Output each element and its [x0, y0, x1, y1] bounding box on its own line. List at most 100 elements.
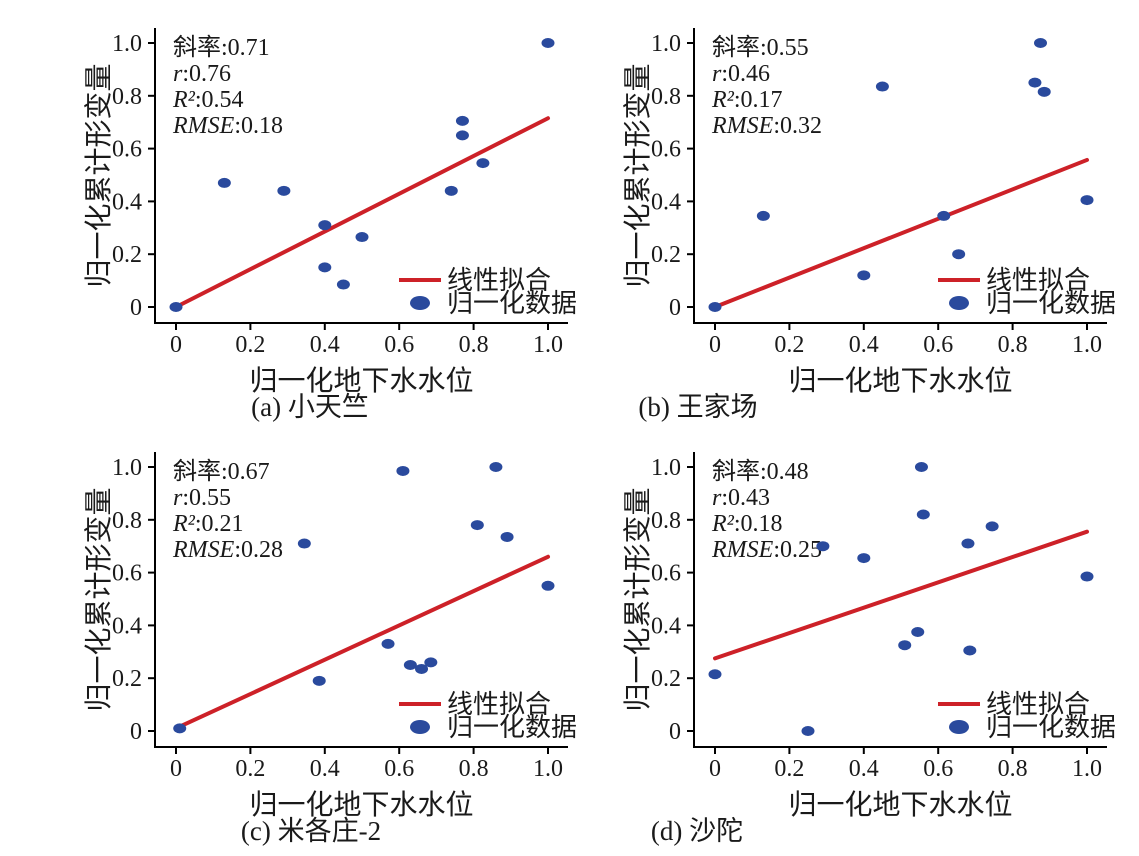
x-tick-label: 0.6	[384, 332, 414, 358]
subplot-c: 0 0 0.2 0.2 0.4 0.4 0.6 0.6 0.8 0.8 1.0 1.0 归一化地下水水位…	[83, 452, 577, 821]
subplot-caption-b: (b) 王家场	[638, 392, 757, 422]
stats-line-1: r:0.46	[712, 61, 770, 87]
data-point	[455, 130, 469, 141]
data-point	[857, 270, 871, 281]
data-point	[470, 520, 484, 531]
x-tick-label: 0	[170, 332, 182, 358]
stats-line-0: 斜率:0.55	[712, 34, 809, 61]
y-tick-label: 0.8	[112, 84, 142, 110]
data-point	[911, 627, 925, 637]
x-tick-label: 1.0	[1072, 756, 1102, 782]
data-point	[318, 262, 332, 273]
legend-point-label: 归一化数据	[986, 713, 1116, 742]
data-point	[381, 638, 395, 649]
y-axis-title: 归一化累计形变量	[622, 487, 654, 711]
legend-line-label: 线性拟合	[447, 690, 551, 719]
y-tick-label: 1.0	[112, 31, 142, 57]
x-axis-title: 归一化地下水水位	[249, 365, 473, 397]
data-point	[963, 645, 977, 656]
y-tick-label: 0.6	[112, 561, 142, 587]
data-point	[756, 210, 770, 221]
x-tick-label: 1.0	[533, 332, 563, 358]
data-point	[355, 232, 369, 243]
stats-line-0: 斜率:0.71	[173, 34, 270, 61]
subplot-d: 0 0 0.2 0.2 0.4 0.4 0.6 0.6 0.8 0.8 1.0 1.0 归一化地下水水位…	[622, 452, 1116, 821]
stats-line-2: R²:0.21	[172, 511, 244, 537]
y-tick-label: 0.6	[112, 137, 142, 163]
data-point	[857, 553, 871, 564]
y-tick-label: 1.0	[651, 455, 681, 481]
y-tick-label: 1.0	[112, 455, 142, 481]
data-point	[169, 302, 183, 312]
data-point	[952, 249, 966, 260]
x-tick-label: 0	[709, 756, 721, 782]
x-axis-title: 归一化地下水水位	[249, 789, 473, 821]
data-point	[396, 465, 410, 476]
subplot-b: 0 0 0.2 0.2 0.4 0.4 0.6 0.6 0.8 0.8 1.0 1.0 归一化地下水水位…	[622, 28, 1116, 397]
data-point	[312, 675, 326, 686]
x-tick-label: 0	[709, 332, 721, 358]
legend-point-label: 归一化数据	[447, 289, 577, 318]
x-tick-label: 0.6	[384, 756, 414, 782]
x-tick-label: 0.8	[459, 332, 489, 358]
x-tick-label: 0.2	[774, 756, 804, 782]
data-point	[1080, 571, 1094, 582]
y-axis-title: 归一化累计形变量	[622, 63, 654, 287]
data-point	[708, 669, 722, 680]
stats-line-1: r:0.43	[712, 485, 770, 511]
data-point	[1034, 38, 1047, 48]
data-point	[875, 81, 889, 92]
data-point	[937, 210, 951, 221]
x-tick-label: 0.4	[310, 332, 340, 358]
subplot-caption-c: (c) 米各庄-2	[241, 816, 381, 846]
legend-line-label: 线性拟合	[986, 690, 1090, 719]
data-point	[1028, 77, 1042, 88]
data-point	[217, 177, 231, 188]
x-tick-label: 0.4	[849, 756, 879, 782]
data-point	[336, 279, 350, 290]
y-tick-label: 0	[130, 295, 142, 321]
x-tick-label: 0.2	[235, 756, 265, 782]
x-axis-title: 归一化地下水水位	[788, 789, 1012, 821]
axis-spines	[154, 452, 568, 748]
data-point	[985, 521, 999, 532]
legend-point-sample	[949, 296, 969, 310]
y-tick-label: 0.4	[651, 189, 681, 215]
y-tick-label: 0.2	[651, 242, 681, 268]
x-tick-label: 0.4	[849, 332, 879, 358]
fit-line	[174, 554, 550, 731]
data-point	[476, 158, 490, 169]
x-tick-label: 0.8	[459, 756, 489, 782]
legend-point-sample	[410, 720, 430, 734]
subplot-a: 0 0 0.2 0.2 0.4 0.4 0.6 0.6 0.8 0.8 1.0 1.0 归一化地下水水位…	[83, 28, 577, 397]
data-point	[916, 509, 930, 520]
y-tick-label: 0.2	[651, 666, 681, 692]
x-tick-label: 0.8	[998, 756, 1028, 782]
y-tick-label: 0	[669, 295, 681, 321]
y-tick-label: 0.6	[651, 137, 681, 163]
stats-line-2: R²:0.54	[172, 87, 244, 113]
y-tick-label: 0.8	[112, 508, 142, 534]
data-point	[816, 541, 830, 552]
x-tick-label: 1.0	[1072, 332, 1102, 358]
subplot-caption-d: (d) 沙陀	[651, 816, 743, 846]
subplot-caption-a: (a) 小天竺	[251, 392, 369, 422]
y-tick-label: 0.4	[112, 189, 142, 215]
stats-line-0: 斜率:0.67	[173, 458, 270, 485]
stats-line-3: RMSE:0.32	[711, 113, 822, 139]
x-tick-label: 0.8	[998, 332, 1028, 358]
data-point	[541, 580, 555, 591]
data-point	[1037, 86, 1051, 97]
data-point	[277, 185, 291, 196]
x-tick-label: 0	[170, 756, 182, 782]
stats-line-3: RMSE:0.28	[172, 537, 283, 563]
x-tick-label: 0.6	[923, 332, 953, 358]
fit-line	[713, 157, 1089, 309]
legend-line-label: 线性拟合	[986, 266, 1090, 295]
stats-line-0: 斜率:0.48	[712, 458, 809, 485]
